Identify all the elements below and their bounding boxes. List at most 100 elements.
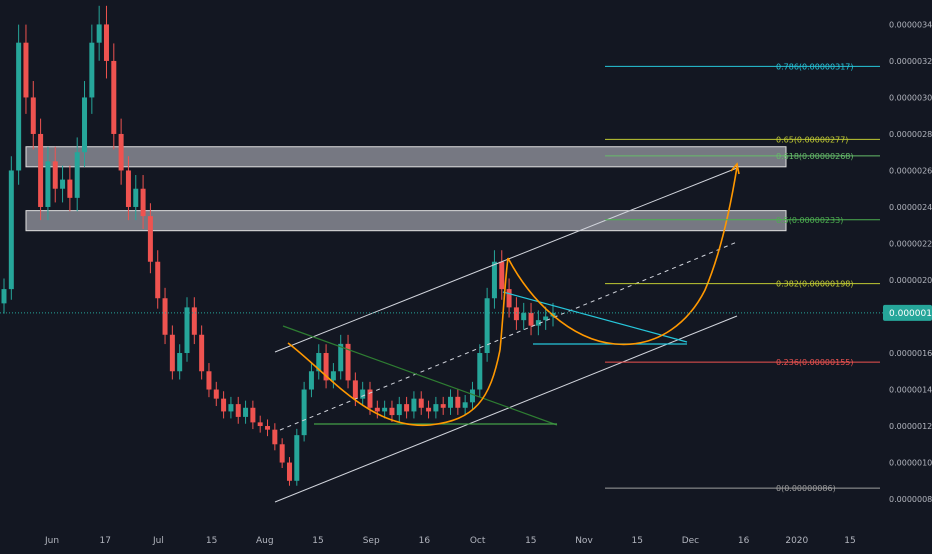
time-tick-label: Jun: [44, 536, 59, 546]
candle-body: [52, 161, 58, 189]
candle-body: [74, 152, 80, 198]
candlesticks: [1, 5, 556, 486]
candle-body: [16, 42, 22, 171]
candle-body: [235, 404, 241, 417]
fib-level-label: 0.618(0.00000268): [776, 152, 854, 161]
time-tick-label: 2020: [785, 536, 808, 546]
price-tick-label: 0.00000080: [889, 495, 932, 504]
candle-body: [367, 389, 373, 408]
candle-body: [60, 179, 66, 189]
candle-body: [411, 398, 417, 412]
resistance-zone: [25, 210, 787, 232]
fib-level-label: 0.382(0.00000198): [776, 280, 854, 289]
candle-body: [352, 380, 358, 399]
time-axis[interactable]: Jun 17 Jul 15 Aug 15 Sep 16 Oct 15 Nov 15 Dec 16 2020 1…: [44, 536, 856, 546]
candle-body: [243, 407, 249, 417]
candle-body: [184, 307, 190, 354]
candle-body: [30, 97, 36, 134]
candle-body: [491, 261, 497, 299]
candle-body: [1, 289, 7, 304]
candle-body: [513, 307, 519, 321]
candle-body: [389, 407, 395, 416]
candle-body: [499, 261, 505, 290]
candle-body: [286, 462, 292, 481]
candle-body: [418, 398, 424, 408]
candle-body: [257, 422, 263, 427]
cup-rise: [499, 257, 509, 351]
candle-body: [374, 407, 380, 412]
candle-body: [8, 170, 14, 290]
cup-curve-right: [507, 166, 738, 346]
time-tick-label: Oct: [470, 536, 486, 546]
candle-body: [133, 188, 139, 207]
candle-body: [521, 312, 527, 321]
candle-body: [89, 42, 95, 98]
candle-body: [506, 289, 512, 308]
candle-body: [469, 389, 475, 403]
candle-body: [155, 261, 161, 299]
candle-body: [221, 398, 227, 412]
upper-channel-line: [274, 167, 738, 353]
candle-body: [301, 389, 307, 436]
last-price-label: 0.00000182: [889, 309, 932, 319]
candle-body: [382, 407, 388, 412]
candle-body: [455, 396, 461, 408]
candle-body: [316, 353, 322, 372]
candle-body: [96, 24, 102, 43]
target-arrowhead: [730, 162, 740, 175]
time-tick-label: Aug: [256, 536, 274, 546]
price-axis-bg: [883, 0, 932, 528]
fib-level-label: 0.65(0.00000277): [776, 135, 848, 144]
candle-body: [82, 97, 88, 153]
candle-body: [125, 170, 131, 207]
mid-channel-line: [279, 241, 738, 431]
candle-body: [118, 133, 124, 171]
candle-body: [250, 407, 256, 423]
candle-body: [206, 371, 212, 390]
fib-level-label: 0.5(0.00000233): [776, 216, 843, 225]
candle-body: [484, 298, 490, 354]
time-tick-label: 17: [99, 536, 110, 546]
candle-body: [228, 404, 234, 412]
fib-level-label: 0(0.00000086): [776, 484, 836, 493]
last-price-badge: [883, 304, 932, 321]
resistance-zones: [25, 146, 787, 232]
candle-body: [345, 343, 351, 381]
candle-body: [462, 402, 468, 408]
time-tick-label: 16: [419, 536, 431, 546]
candle-body: [162, 298, 168, 335]
time-tick-label: 15: [631, 536, 642, 546]
candle-body: [433, 404, 439, 412]
candle-body: [528, 312, 534, 326]
triangle-top-line: [282, 325, 558, 426]
candle-body: [448, 396, 454, 408]
candle-body: [323, 353, 329, 381]
pennant-top-line: [502, 291, 688, 343]
candle-body: [477, 353, 483, 390]
candle-body: [272, 429, 278, 445]
candle-body: [404, 404, 410, 412]
time-tick-label: Nov: [575, 536, 593, 546]
fibonacci-levels: 0.786(0.00000317) 0.65(0.00000277) 0.618(0…: [605, 62, 880, 493]
time-tick-label: 15: [312, 536, 323, 546]
candle-body: [147, 216, 153, 262]
candle-body: [396, 404, 402, 416]
candle-body: [440, 404, 446, 408]
candle-body: [140, 188, 146, 217]
fib-level-label: 0.236(0.00000155): [776, 358, 854, 367]
candle-body: [169, 334, 175, 372]
candle-body: [38, 133, 44, 207]
